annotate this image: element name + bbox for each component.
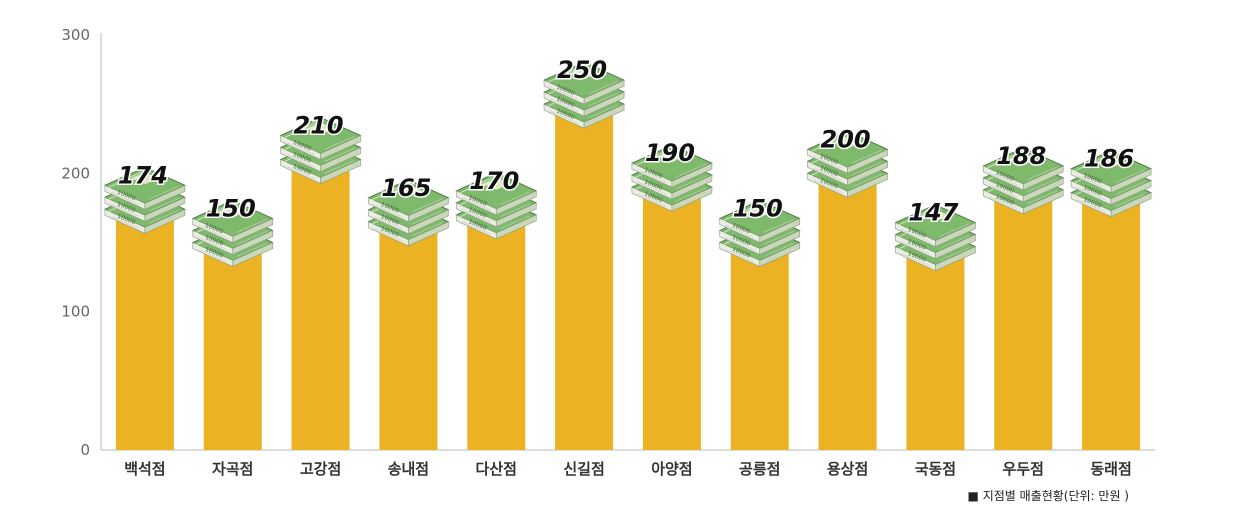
value-label: 170 (469, 167, 519, 195)
category-label: 백석점 (124, 460, 165, 478)
category-label: 고강점 (300, 460, 341, 478)
bar (906, 246, 965, 450)
value-label: 186 (1084, 145, 1134, 173)
bar (1082, 192, 1141, 450)
category-labels: 백석점 자곡점 고강점 송내점 다산점 신길점 아양점 공릉점 용상점 국동점 우두점 동래점 (124, 460, 1132, 478)
category-label: 송내점 (388, 460, 429, 478)
value-label: 188 (996, 142, 1046, 170)
value-label: 147 (908, 199, 958, 227)
category-label: 우두점 (1003, 460, 1044, 478)
value-label: 200 (821, 125, 871, 153)
category-label: 국동점 (915, 460, 956, 478)
category-label: 자곡점 (212, 460, 253, 478)
bar (730, 242, 789, 450)
y-tick-label: 300 (61, 26, 90, 44)
value-label: 250 (557, 56, 607, 84)
category-label: 용상점 (827, 460, 868, 478)
value-label: 174 (118, 161, 168, 189)
bar (291, 159, 350, 450)
y-tick-label: 100 (61, 303, 90, 321)
money-stacks (104, 61, 1152, 272)
value-label: 150 (206, 195, 256, 223)
bars (115, 104, 1141, 451)
category-label: 동래점 (1090, 460, 1131, 478)
y-tick-label: 0 (80, 441, 90, 459)
axes: 0 100 200 300 (61, 26, 1155, 459)
bar (115, 209, 174, 450)
bar (379, 221, 438, 450)
bar (203, 242, 262, 450)
value-labels: 174 150 210 165 170 250 190 150 200 147 188 186 (116, 55, 1135, 228)
legend: ■ 지점별 매출현황(단위: 만원 ) (968, 489, 1129, 503)
value-label: 150 (733, 195, 783, 223)
category-label: 다산점 (476, 460, 517, 478)
category-label: 신길점 (563, 460, 604, 478)
value-label: 165 (381, 174, 431, 202)
category-label: 공릉점 (739, 460, 780, 478)
bar (642, 187, 701, 450)
bar (994, 189, 1053, 450)
bar (818, 173, 877, 451)
category-label: 아양점 (651, 460, 692, 478)
y-tick-label: 200 (61, 164, 90, 182)
value-label: 190 (645, 139, 695, 167)
legend-label: ■ 지점별 매출현황(단위: 만원 ) (968, 489, 1129, 503)
bar (467, 214, 526, 450)
value-label: 210 (294, 112, 344, 140)
bar (555, 104, 614, 451)
